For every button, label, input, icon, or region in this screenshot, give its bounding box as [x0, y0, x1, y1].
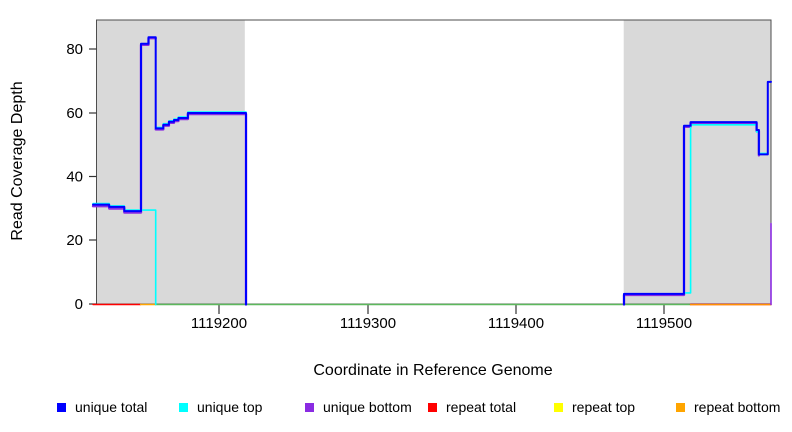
- svg-text:unique top: unique top: [197, 399, 263, 415]
- svg-text:60: 60: [66, 105, 83, 122]
- svg-text:repeat top: repeat top: [572, 399, 635, 415]
- svg-text:1119300: 1119300: [340, 315, 396, 332]
- svg-text:0: 0: [75, 296, 83, 313]
- svg-text:80: 80: [66, 41, 83, 58]
- svg-text:1119400: 1119400: [488, 315, 544, 332]
- svg-text:unique total: unique total: [75, 399, 147, 415]
- svg-text:unique bottom: unique bottom: [323, 399, 412, 415]
- svg-text:Coordinate in Reference Genome: Coordinate in Reference Genome: [313, 362, 552, 379]
- svg-text:repeat total: repeat total: [446, 399, 516, 415]
- svg-text:20: 20: [66, 232, 83, 249]
- svg-text:Read Coverage Depth: Read Coverage Depth: [9, 81, 26, 240]
- svg-text:repeat bottom: repeat bottom: [694, 399, 780, 415]
- svg-text:1119200: 1119200: [191, 315, 247, 332]
- svg-text:1119500: 1119500: [636, 315, 692, 332]
- svg-text:40: 40: [66, 169, 83, 186]
